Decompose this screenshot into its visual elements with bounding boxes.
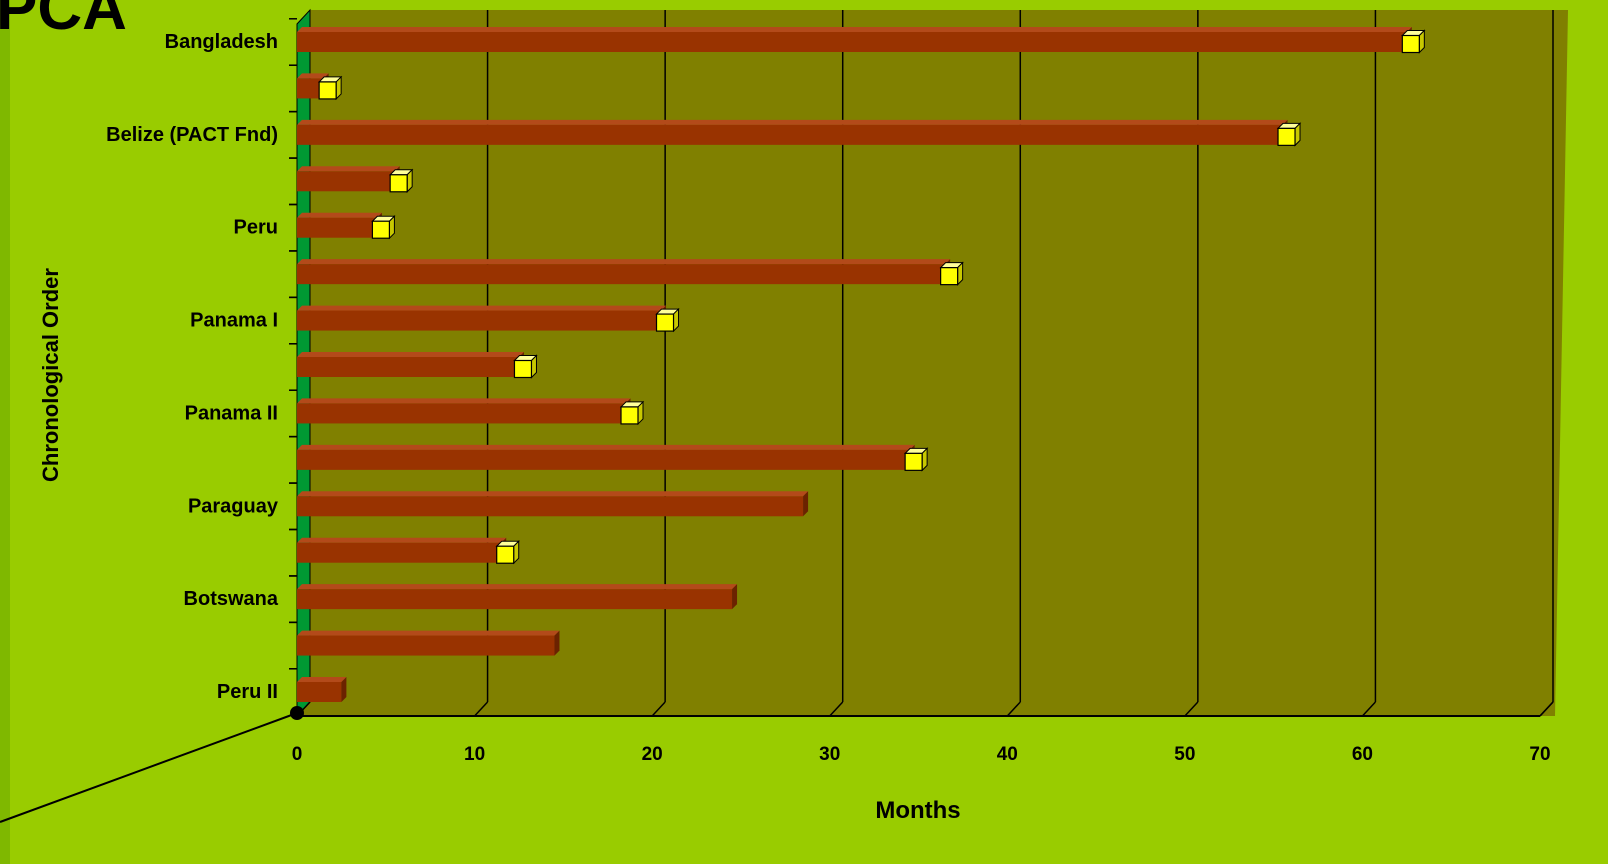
marker [496,545,515,564]
bar-side [803,491,809,517]
x-tick-label: 20 [642,744,663,765]
x-tick-label: 0 [292,744,303,765]
marker [513,359,533,379]
x-tick-labels: 0 10 20 30 40 50 60 70 [292,744,1551,765]
marker [318,81,337,100]
marker [371,220,391,239]
y-axis-title: Chronological Order [38,268,63,482]
bar-top [297,305,667,311]
bar-top [297,73,329,79]
category-labels: Bangladesh Belize (PACT Fnd) Peru Panama I P… [106,31,279,703]
category-label: Bangladesh [165,31,278,53]
marker [620,406,639,425]
y-ticks [289,18,297,670]
x-tick-label: 60 [1352,744,1373,765]
bar-top [297,677,347,682]
bar [297,403,626,424]
bar [297,449,910,470]
bar [297,496,804,517]
bar [297,635,555,656]
slide-title-fragment: PCA [0,0,127,43]
bar [297,310,662,331]
bar-top [297,491,809,497]
bar-top [297,119,1288,125]
x-tick-label: 10 [464,744,485,765]
category-label: Paraguay [188,495,279,517]
bar-top [297,259,951,265]
bar [297,264,946,285]
x-tick-label: 30 [819,744,840,765]
x-tick [651,701,666,717]
bar [297,78,324,99]
bar-top [297,584,738,590]
left-edge-strip [0,0,10,864]
bar [297,357,519,377]
bars-group [297,27,1412,702]
bar-top [297,166,400,172]
x-tick-label: 50 [1174,744,1195,765]
origin-dot [290,706,304,720]
category-label: Botswana [184,588,279,610]
bar [297,589,733,610]
x-tick-label: 40 [997,744,1018,765]
x-tick [829,701,844,717]
marker [904,452,923,471]
bar [297,542,502,563]
markers-group [317,29,1426,565]
marker [1401,34,1420,54]
bar-side [554,630,560,656]
x-tick [1361,701,1376,717]
marker [655,313,675,332]
pointer-line [0,712,298,823]
bar-side [732,584,738,610]
category-label: Panama I [190,310,278,332]
bar-top [297,352,524,357]
bar [297,32,1407,52]
marker [1277,127,1296,146]
x-tick-label: 70 [1529,744,1550,765]
bar [297,171,395,192]
bar-top [297,537,507,543]
category-label: Belize (PACT Fnd) [106,124,278,146]
bar-top [297,27,1412,32]
bar-side [341,677,347,702]
x-tick [474,701,489,717]
x-axis-end [1539,701,1554,717]
category-label: Peru II [217,681,278,703]
bar-top [297,444,915,450]
bar-top [297,398,631,404]
x-tick [1006,701,1021,717]
category-label: Panama II [185,402,278,424]
x-axis-title: Months [875,797,960,824]
marker [389,174,408,193]
bar [297,124,1283,145]
bar-top [297,212,382,218]
x-tick [1184,701,1199,717]
plot-back-wall [297,10,1568,716]
bar-top [297,630,560,636]
category-label: Peru [234,217,278,239]
marker [940,267,959,286]
bar [297,217,377,238]
bar [297,682,342,702]
